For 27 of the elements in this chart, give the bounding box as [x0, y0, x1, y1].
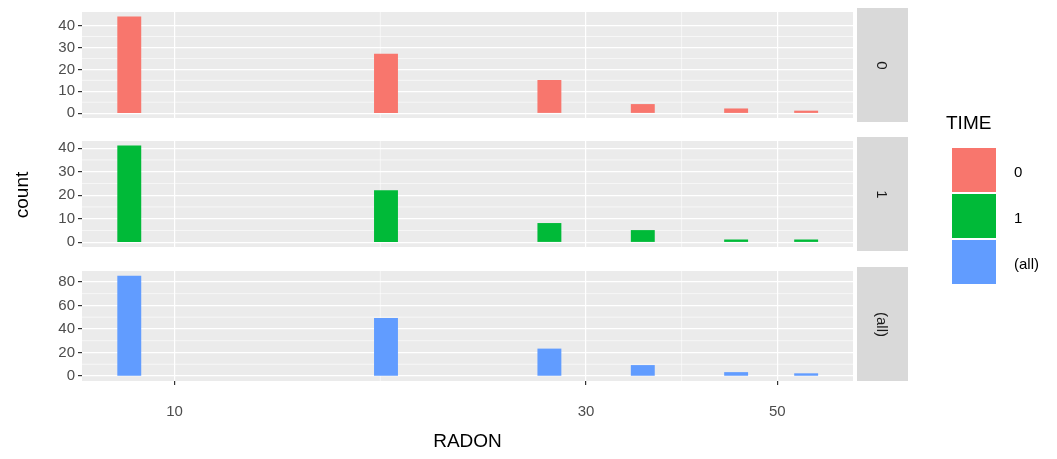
- y-tick-label: 80: [58, 272, 75, 290]
- y-tick-label: 0: [66, 366, 75, 384]
- legend-title: TIME: [946, 112, 992, 134]
- text: (all): [874, 311, 891, 337]
- y-tick-label: 10: [58, 81, 75, 99]
- y-tick-label: 30: [58, 161, 75, 179]
- y-tick-label: 20: [58, 185, 75, 203]
- y-tick-label: 0: [66, 232, 75, 250]
- x-tick-label: 10: [166, 402, 183, 420]
- y-tick-label: 40: [58, 319, 75, 337]
- x-axis-title: RADON: [433, 430, 502, 452]
- y-tick-label: 10: [58, 208, 75, 226]
- y-tick-label: 0: [66, 103, 75, 121]
- y-tick-label: 40: [58, 15, 75, 33]
- y-tick-label: 20: [58, 342, 75, 360]
- y-axis-title: count: [11, 171, 33, 218]
- x-tick-label: 50: [768, 402, 786, 420]
- x-tick-label: 30: [577, 402, 595, 420]
- text: 0: [1014, 163, 1023, 180]
- y-tick-label: 40: [58, 138, 75, 156]
- text: (all): [1014, 255, 1039, 272]
- y-tick-label: 30: [58, 37, 75, 55]
- y-tick-label: 20: [58, 59, 75, 77]
- y-tick-label: 60: [58, 295, 75, 313]
- text: 1: [874, 189, 891, 199]
- text: 0: [874, 60, 891, 70]
- text: 1: [1014, 209, 1023, 226]
